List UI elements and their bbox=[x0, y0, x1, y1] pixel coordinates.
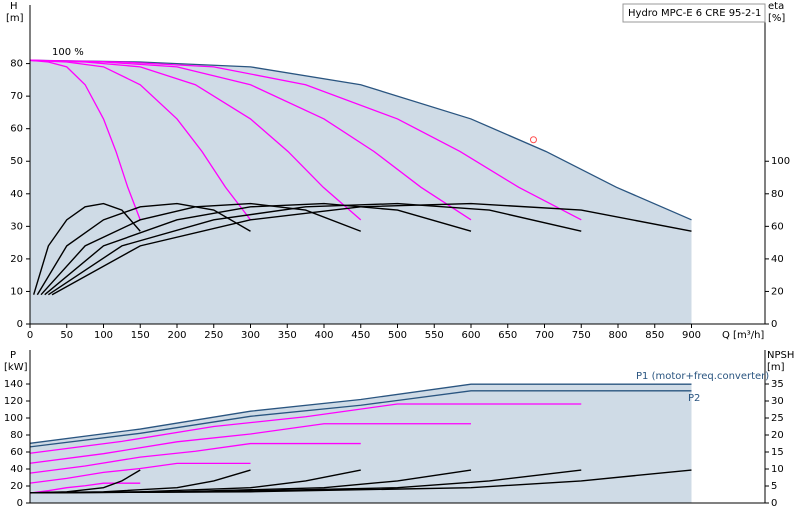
y2-axis-unit: [m] bbox=[767, 362, 785, 373]
y2-tick-label: 40 bbox=[771, 254, 784, 265]
curve bbox=[29, 59, 582, 221]
curve bbox=[29, 59, 252, 221]
y-axis-label: P bbox=[10, 350, 16, 361]
y2-tick-label: 20 bbox=[771, 430, 784, 441]
y2-tick-label: 100 bbox=[771, 156, 790, 167]
y-axis-unit: [kW] bbox=[4, 362, 28, 373]
x-tick-label: 0 bbox=[27, 330, 33, 341]
y2-tick-label: 10 bbox=[771, 464, 784, 475]
y-axis-unit: [m] bbox=[6, 13, 24, 24]
y-tick-label: 60 bbox=[10, 447, 23, 458]
curve bbox=[29, 59, 692, 221]
curve bbox=[29, 469, 692, 494]
x-tick-label: 450 bbox=[351, 330, 370, 341]
y-tick-label: 40 bbox=[10, 464, 23, 475]
duty-point bbox=[529, 136, 537, 144]
curve bbox=[29, 482, 141, 494]
y-tick-label: 20 bbox=[10, 481, 23, 492]
x-tick-label: 650 bbox=[498, 330, 517, 341]
area-fill bbox=[30, 60, 692, 325]
x-tick-label: 150 bbox=[131, 330, 150, 341]
curve bbox=[40, 202, 362, 296]
y-tick-label: 60 bbox=[10, 124, 23, 135]
y-tick-label: 0 bbox=[17, 498, 23, 509]
y-tick-label: 40 bbox=[10, 189, 23, 200]
curve bbox=[47, 202, 582, 296]
y-tick-label: 30 bbox=[10, 221, 23, 232]
x-tick-label: 300 bbox=[241, 330, 260, 341]
curve bbox=[29, 403, 582, 454]
curve bbox=[29, 59, 362, 221]
y-tick-label: 50 bbox=[10, 156, 23, 167]
x-tick-label: 250 bbox=[204, 330, 223, 341]
y2-tick-label: 0 bbox=[771, 498, 777, 509]
x-tick-label: 100 bbox=[94, 330, 113, 341]
y-tick-label: 20 bbox=[10, 254, 23, 265]
x-tick-label: 500 bbox=[388, 330, 407, 341]
y2-axis-label: eta bbox=[768, 1, 784, 12]
y2-tick-label: 25 bbox=[771, 413, 784, 424]
y-tick-label: 140 bbox=[4, 379, 23, 390]
y-tick-label: 70 bbox=[10, 91, 23, 102]
x-tick-label: 350 bbox=[278, 330, 297, 341]
y2-tick-label: 0 bbox=[771, 319, 777, 330]
curve bbox=[36, 202, 251, 296]
y2-tick-label: 5 bbox=[771, 481, 777, 492]
x-tick-label: 400 bbox=[314, 330, 333, 341]
x-tick-label: 800 bbox=[608, 330, 627, 341]
y2-tick-label: 15 bbox=[771, 447, 784, 458]
x-tick-label: 900 bbox=[682, 330, 701, 341]
x-tick-label: 550 bbox=[425, 330, 444, 341]
curve bbox=[29, 423, 471, 464]
y-tick-label: 80 bbox=[10, 430, 23, 441]
y-tick-label: 120 bbox=[4, 396, 23, 407]
y2-tick-label: 35 bbox=[771, 379, 784, 390]
curve bbox=[51, 202, 692, 296]
y-tick-label: 80 bbox=[10, 59, 23, 70]
curve bbox=[29, 442, 361, 474]
y-tick-label: 100 bbox=[4, 413, 23, 424]
annotation: 100 % bbox=[52, 47, 84, 58]
curve bbox=[29, 383, 692, 444]
y2-tick-label: 30 bbox=[771, 396, 784, 407]
x-axis-label: Q [m³/h] bbox=[722, 330, 764, 341]
y-tick-label: 0 bbox=[17, 319, 23, 330]
curve bbox=[29, 390, 692, 448]
curve bbox=[29, 59, 141, 221]
x-tick-label: 750 bbox=[572, 330, 591, 341]
x-tick-label: 850 bbox=[645, 330, 664, 341]
y2-axis-unit: [%] bbox=[768, 13, 785, 24]
y2-axis-label: NPSH bbox=[767, 350, 794, 361]
y2-tick-label: 80 bbox=[771, 189, 784, 200]
curve bbox=[29, 462, 251, 484]
chart-title: Hydro MPC-E 6 CRE 95-2-1 bbox=[628, 8, 761, 19]
x-tick-label: 700 bbox=[535, 330, 554, 341]
y-tick-label: 10 bbox=[10, 286, 23, 297]
curve bbox=[29, 59, 472, 221]
x-tick-label: 200 bbox=[167, 330, 186, 341]
annotation: P1 (motor+freq.converter) bbox=[636, 371, 769, 382]
y-axis-label: H bbox=[10, 1, 18, 12]
y2-tick-label: 20 bbox=[771, 286, 784, 297]
curve bbox=[33, 202, 141, 295]
annotation: P2 bbox=[688, 393, 700, 404]
x-tick-label: 50 bbox=[60, 330, 73, 341]
x-tick-label: 600 bbox=[461, 330, 480, 341]
title-box bbox=[622, 3, 766, 23]
y2-tick-label: 60 bbox=[771, 221, 784, 232]
curve bbox=[44, 202, 472, 296]
